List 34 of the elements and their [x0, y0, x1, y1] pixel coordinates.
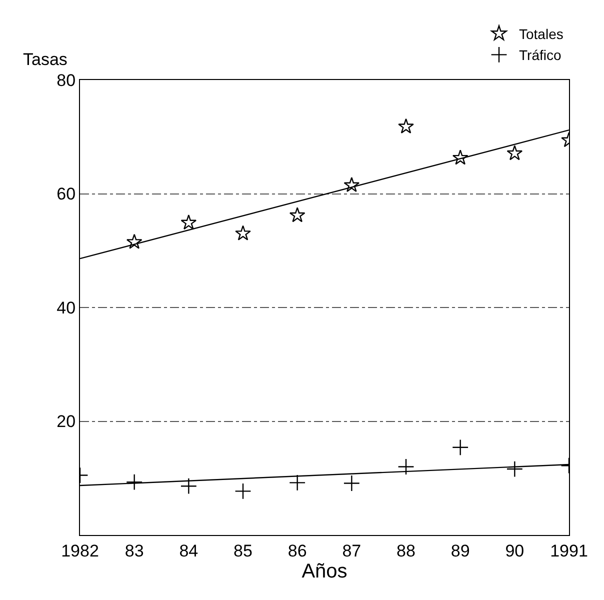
x-tick-label: 83	[124, 541, 144, 560]
point	[289, 474, 306, 491]
point	[398, 118, 414, 134]
y-tick-label: 40	[56, 298, 76, 318]
y-tick-label: 80	[56, 70, 76, 90]
point	[398, 458, 414, 476]
legend-label: Totales	[519, 26, 564, 42]
point	[234, 482, 252, 500]
x-axis-title: Años	[302, 560, 348, 582]
x-tick-label: 1991	[550, 541, 588, 560]
point	[506, 145, 523, 160]
point	[344, 176, 360, 192]
x-tick-label: 86	[288, 541, 307, 560]
y-axis-title: Tasas	[23, 50, 68, 69]
point	[180, 214, 197, 230]
y-tick-label: 20	[56, 412, 76, 432]
x-tick-label: 1982	[61, 541, 99, 560]
point	[180, 478, 197, 494]
x-tick-label: 85	[234, 541, 252, 560]
y-tick-label: 60	[56, 184, 76, 204]
x-tick-label: 90	[505, 541, 524, 560]
point	[235, 225, 251, 240]
x-tick-label: 87	[342, 541, 362, 560]
x-tick-label: 89	[450, 541, 470, 560]
point	[506, 460, 523, 478]
point	[126, 474, 143, 490]
point	[452, 150, 468, 165]
point	[126, 234, 142, 249]
point	[289, 207, 306, 222]
x-tick-label: 88	[396, 541, 416, 560]
point	[452, 439, 469, 456]
point	[343, 474, 360, 492]
x-tick-label: 84	[179, 541, 198, 560]
legend-label: Tráfico	[519, 47, 562, 64]
